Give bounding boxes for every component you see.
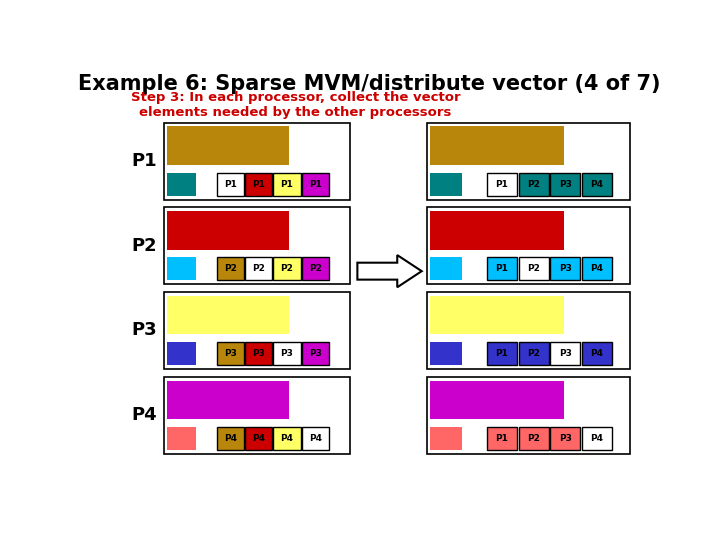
Bar [582, 342, 612, 365]
Bar [163, 377, 350, 454]
Bar [163, 123, 350, 200]
Bar [302, 427, 329, 450]
Bar [427, 207, 630, 284]
Text: P3: P3 [281, 349, 294, 358]
Text: P2: P2 [527, 265, 540, 273]
Bar [582, 173, 612, 195]
Bar [217, 342, 244, 365]
Bar [274, 173, 301, 195]
Text: P4: P4 [224, 434, 237, 443]
Bar [550, 427, 580, 450]
Bar [431, 211, 564, 249]
Bar [217, 173, 244, 195]
Text: P1: P1 [495, 265, 508, 273]
Bar [167, 211, 289, 249]
Bar [487, 427, 517, 450]
Bar [167, 296, 289, 334]
Text: P4: P4 [252, 434, 265, 443]
Text: P1: P1 [252, 180, 265, 188]
Text: P1: P1 [495, 180, 508, 188]
Bar [431, 126, 564, 165]
Bar [245, 342, 272, 365]
Bar [431, 381, 564, 419]
Text: P4: P4 [590, 349, 603, 358]
Bar [582, 257, 612, 280]
Bar [167, 257, 196, 280]
Bar [217, 257, 244, 280]
Text: P2: P2 [252, 265, 265, 273]
Bar [163, 292, 350, 369]
Text: P4: P4 [590, 434, 603, 443]
Bar [550, 257, 580, 280]
Text: P4: P4 [590, 265, 603, 273]
Bar [167, 342, 196, 365]
Text: P3: P3 [559, 265, 572, 273]
Bar [302, 173, 329, 195]
Bar [245, 173, 272, 195]
Bar [302, 342, 329, 365]
Text: P2: P2 [527, 349, 540, 358]
Text: P3: P3 [559, 349, 572, 358]
FancyArrow shape [357, 255, 422, 287]
Text: P4: P4 [309, 434, 322, 443]
Text: P4: P4 [281, 434, 294, 443]
Text: P1: P1 [309, 180, 322, 188]
Bar [427, 123, 630, 200]
Bar [518, 257, 549, 280]
Bar [427, 292, 630, 369]
Bar [431, 257, 462, 280]
Text: P3: P3 [309, 349, 322, 358]
Bar [582, 427, 612, 450]
Bar [487, 342, 517, 365]
Bar [245, 427, 272, 450]
Text: P1: P1 [132, 152, 158, 170]
Bar [518, 173, 549, 195]
Text: Step 3: In each processor, collect the vector
elements needed by the other proce: Step 3: In each processor, collect the v… [130, 91, 460, 119]
Bar [431, 173, 462, 195]
Bar [550, 173, 580, 195]
Text: P1: P1 [281, 180, 294, 188]
Bar [518, 342, 549, 365]
Bar [274, 427, 301, 450]
Text: P2: P2 [224, 265, 237, 273]
Text: P3: P3 [132, 321, 158, 340]
Bar [274, 342, 301, 365]
Bar [245, 257, 272, 280]
Text: P2: P2 [527, 434, 540, 443]
Text: P2: P2 [281, 265, 294, 273]
Text: P1: P1 [495, 434, 508, 443]
Bar [431, 296, 564, 334]
Text: P1: P1 [224, 180, 237, 188]
Bar [431, 342, 462, 365]
Text: Example 6: Sparse MVM/distribute vector (4 of 7): Example 6: Sparse MVM/distribute vector … [78, 74, 660, 94]
Text: P2: P2 [527, 180, 540, 188]
Text: P2: P2 [132, 237, 158, 255]
Text: P3: P3 [559, 180, 572, 188]
Bar [487, 257, 517, 280]
Text: P3: P3 [252, 349, 265, 358]
Bar [217, 427, 244, 450]
Bar [167, 427, 196, 450]
Text: P3: P3 [224, 349, 237, 358]
Bar [163, 207, 350, 284]
Bar [427, 377, 630, 454]
Text: P3: P3 [559, 434, 572, 443]
Bar [431, 427, 462, 450]
Text: P2: P2 [309, 265, 322, 273]
Bar [518, 427, 549, 450]
Text: P4: P4 [132, 406, 158, 424]
Bar [550, 342, 580, 365]
Bar [167, 173, 196, 195]
Bar [167, 381, 289, 419]
Text: P4: P4 [590, 180, 603, 188]
Bar [302, 257, 329, 280]
Bar [274, 257, 301, 280]
Bar [487, 173, 517, 195]
Text: P1: P1 [495, 349, 508, 358]
Bar [167, 126, 289, 165]
